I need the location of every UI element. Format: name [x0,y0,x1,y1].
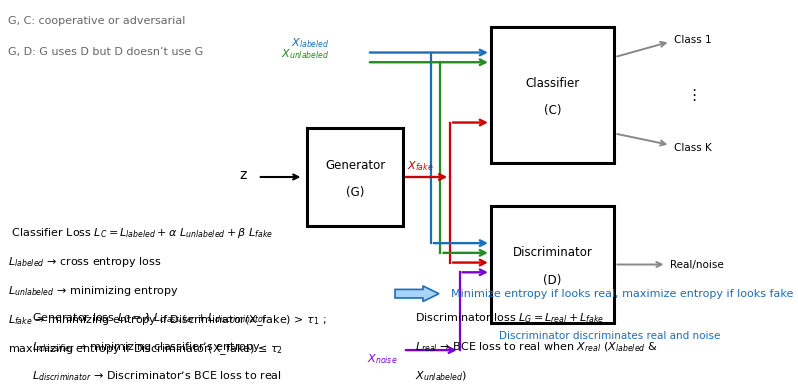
FancyArrow shape [395,286,439,301]
Text: Generator loss $L_G = \lambda\ L_{classifier} + L_{discriminator}$: Generator loss $L_G = \lambda\ L_{classi… [32,311,268,325]
Text: Minimize entropy if looks real, maximize entropy if looks fake: Minimize entropy if looks real, maximize… [451,289,793,299]
Bar [491,27,614,163]
Text: $L_{real}$ → BCE loss to real when $X_{real}$ ($X_{labeled}$ &: $L_{real}$ → BCE loss to real when $X_{r… [415,340,658,354]
Bar [307,128,403,226]
Text: Discriminator: Discriminator [512,246,593,259]
Text: Class K: Class K [674,143,712,153]
Text: $L_{unlabeled}$ → minimizing entropy: $L_{unlabeled}$ → minimizing entropy [8,284,179,298]
Text: Classifier: Classifier [526,77,579,90]
Text: $X_{unlabeled}$: $X_{unlabeled}$ [281,47,330,61]
Text: z: z [239,168,247,182]
Text: Real/noise: Real/noise [670,259,724,270]
Text: maximizing entropy if Discriminator(X_fake) ≤ $\tau_2$: maximizing entropy if Discriminator(X_fa… [8,342,283,357]
Text: (D): (D) [543,273,562,287]
Text: G, D: G uses D but D doesn’t use G: G, D: G uses D but D doesn’t use G [8,47,203,57]
Text: $L_{fake}$ → minimizing entropy if Discriminator(X_fake) > $\tau_1$ ;: $L_{fake}$ → minimizing entropy if Discr… [8,313,326,328]
Text: Classifier Loss $L_C = L_{labeled} + \alpha\ L_{unlabeled} + \beta\ L_{fake}$: Classifier Loss $L_C = L_{labeled} + \al… [8,226,273,240]
Text: $X_{labeled}$: $X_{labeled}$ [291,36,330,50]
Text: ⋮: ⋮ [686,88,702,103]
Text: Discriminator discriminates real and noise: Discriminator discriminates real and noi… [499,331,720,341]
Text: $L_{classifier}$ → minimizing classifier’s entropy: $L_{classifier}$ → minimizing classifier… [32,340,261,354]
Text: Generator: Generator [325,159,385,172]
Text: $L_{labeled}$ → cross entropy loss: $L_{labeled}$ → cross entropy loss [8,255,162,269]
Text: G, C: cooperative or adversarial: G, C: cooperative or adversarial [8,16,185,26]
Text: $L_{discriminator}$ → Discriminator’s BCE loss to real: $L_{discriminator}$ → Discriminator’s BC… [32,370,282,383]
Text: $X_{noise}$: $X_{noise}$ [367,352,397,366]
Text: (C): (C) [544,104,561,117]
Bar [491,206,614,323]
Text: $X_{unlabeled}$): $X_{unlabeled}$) [415,370,468,383]
Text: Class 1: Class 1 [674,35,712,45]
Text: (G): (G) [346,186,365,199]
Text: $X_{fake}$: $X_{fake}$ [407,159,433,173]
Text: Discriminator loss $L_G = L_{real} + L_{fake}$: Discriminator loss $L_G = L_{real} + L_{… [415,311,604,325]
